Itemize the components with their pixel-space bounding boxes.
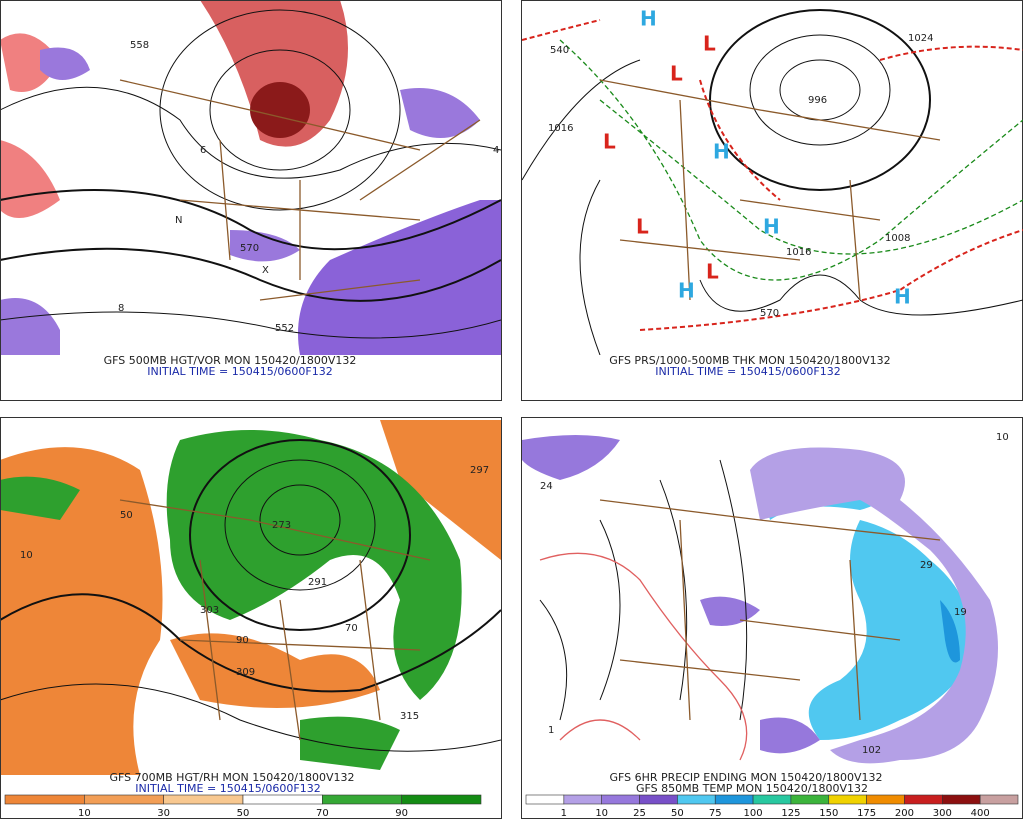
- colorbar-swatch: [322, 794, 402, 805]
- map-label: 552: [275, 323, 294, 334]
- map-label: 29: [920, 560, 933, 571]
- map-label: 291: [308, 577, 327, 588]
- pressure-high: H: [763, 215, 780, 239]
- map: [1, 420, 501, 775]
- colorbar-swatch: [401, 794, 482, 805]
- pressure-low: L: [670, 62, 683, 86]
- map-label: 102: [862, 745, 881, 756]
- caption: GFS 500MB HGT/VOR MON 150420/1800V132: [104, 354, 357, 367]
- colorbar-label: 1: [561, 808, 567, 819]
- map-label: 297: [470, 465, 489, 476]
- colorbar-swatch: [601, 794, 640, 805]
- colorbar-label: 400: [971, 808, 990, 819]
- colorbar-label: 25: [633, 808, 646, 819]
- panel-700mb: 50 10 90 273 291 303 309 315 297 70 GFS …: [0, 417, 502, 819]
- pressure-low: L: [703, 32, 716, 56]
- colorbar: 1 10 25 50 75 100 125 150 175 200 300 400: [525, 794, 1019, 819]
- colorbar-label: 175: [857, 808, 876, 819]
- map-label: 24: [540, 481, 553, 492]
- colorbar-label: 70: [316, 808, 329, 819]
- pressure-high: H: [894, 285, 911, 309]
- caption: GFS 6HR PRECIP ENDING MON 150420/1800V13…: [609, 771, 882, 784]
- map-label: 1024: [908, 33, 933, 44]
- pressure-low: L: [706, 260, 719, 284]
- subcaption: GFS 850MB TEMP MON 150420/1800V132: [636, 782, 868, 795]
- map-label: 6: [200, 145, 206, 156]
- colorbar-swatch: [714, 794, 754, 805]
- map-label: N: [175, 215, 182, 226]
- map-label: 540: [550, 45, 569, 56]
- panel-precip: 24 1 19 29 102 10 GFS 6HR PRECIP ENDING …: [521, 417, 1023, 819]
- colorbar-label: 150: [819, 808, 838, 819]
- map-label: 19: [954, 607, 967, 618]
- map: [522, 9, 1023, 355]
- colorbar-swatch: [563, 794, 602, 805]
- map-label: 558: [130, 40, 149, 51]
- colorbar-swatch: [525, 794, 565, 805]
- colorbar: 10 30 50 70 90: [4, 794, 482, 819]
- map-label: 996: [808, 95, 827, 106]
- colorbar-swatch: [942, 794, 981, 805]
- subcaption: INITIAL TIME = 150415/0600F132: [135, 782, 320, 795]
- colorbar-label: 125: [781, 808, 800, 819]
- panel-500mb: 558 570 552 6 4 N X 8 GFS 500MB HGT/VOR …: [0, 0, 502, 401]
- colorbar-swatch: [904, 794, 943, 805]
- map-label: 309: [236, 667, 255, 678]
- colorbar-swatch: [84, 794, 164, 805]
- colorbar-swatch: [752, 794, 792, 805]
- map-label: 303: [200, 605, 219, 616]
- map-label: 90: [236, 635, 249, 646]
- colorbar-label: 75: [709, 808, 722, 819]
- map-label: 1: [548, 725, 554, 736]
- map-label: X: [262, 265, 269, 276]
- colorbar-label: 100: [744, 808, 763, 819]
- colorbar-label: 50: [671, 808, 684, 819]
- colorbar-label: 90: [395, 808, 408, 819]
- subcaption: INITIAL TIME = 150415/0600F132: [655, 365, 840, 378]
- map-label: 4: [493, 145, 499, 156]
- colorbar-label: 10: [78, 808, 91, 819]
- map-label: 315: [400, 711, 419, 722]
- map: [1, 1, 501, 355]
- colorbar-swatch: [242, 794, 323, 805]
- colorbar-swatch: [979, 794, 1019, 805]
- map-label: 10: [20, 550, 33, 561]
- pressure-high: H: [640, 7, 657, 31]
- caption: GFS PRS/1000-500MB THK MON 150420/1800V1…: [609, 354, 890, 367]
- colorbar-label: 50: [237, 808, 250, 819]
- colorbar-label: 30: [157, 808, 170, 819]
- pressure-high: H: [678, 279, 695, 303]
- map-label: 273: [272, 520, 291, 531]
- map: [522, 435, 998, 764]
- panel-surface: H L L L L H H H H L 1016 1024 1008 1016 …: [521, 0, 1023, 401]
- map-label: 1016: [786, 247, 811, 258]
- map-label: 1008: [885, 233, 910, 244]
- map-label: 1016: [548, 123, 573, 134]
- colorbar-swatch: [866, 794, 905, 805]
- colorbar-label: 200: [895, 808, 914, 819]
- colorbar-swatch: [639, 794, 678, 805]
- colorbar-swatch: [4, 794, 85, 805]
- caption: GFS 700MB HGT/RH MON 150420/1800V132: [110, 771, 355, 784]
- map-label: 570: [760, 308, 779, 319]
- pressure-high: H: [713, 140, 730, 164]
- map-label: 10: [996, 432, 1009, 443]
- pressure-low: L: [636, 215, 649, 239]
- colorbar-label: 10: [595, 808, 608, 819]
- subcaption: INITIAL TIME = 150415/0600F132: [147, 365, 332, 378]
- map-label: 70: [345, 623, 358, 634]
- map-label: 570: [240, 243, 259, 254]
- colorbar-label: 300: [933, 808, 952, 819]
- map-label: 8: [118, 303, 124, 314]
- map-label: 50: [120, 510, 133, 521]
- colorbar-swatch: [828, 794, 867, 805]
- colorbar-swatch: [163, 794, 244, 805]
- pressure-low: L: [603, 130, 616, 154]
- colorbar-swatch: [677, 794, 716, 805]
- colorbar-swatch: [790, 794, 830, 805]
- panel-frame: [521, 0, 1023, 401]
